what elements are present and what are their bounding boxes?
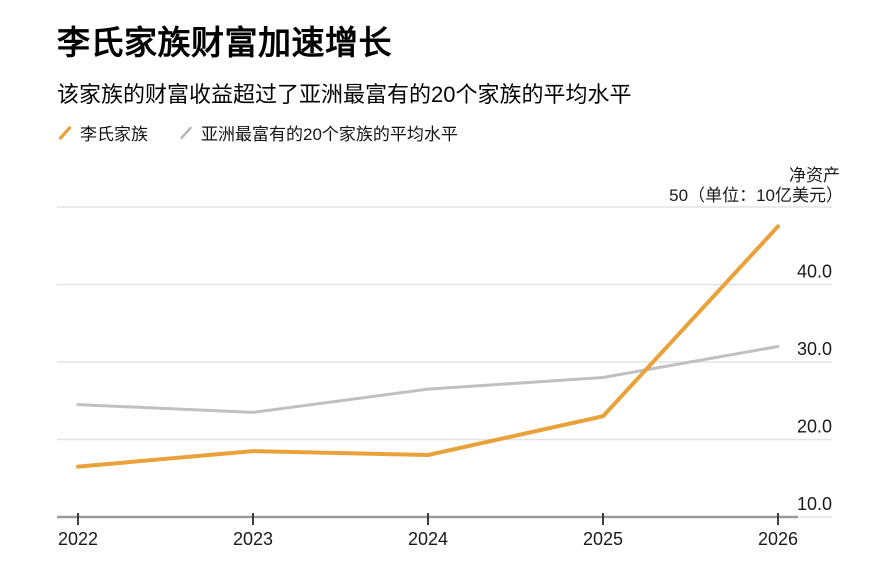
chart-subtitle: 该家族的财富收益超过了亚洲最富有的20个家族的平均水平 [57, 82, 632, 107]
x-tick-label: 2024 [408, 529, 448, 549]
x-tick-label: 2025 [583, 529, 623, 549]
y-tick-label: 10.0 [797, 494, 832, 514]
legend: 李氏家族 亚洲最富有的20个家族的平均水平 [57, 120, 458, 145]
orange-slash-stroke [58, 125, 72, 140]
y-tick-label: 20.0 [797, 417, 832, 437]
y-axis-unit-label: 50（单位：10亿美元） [669, 186, 843, 205]
legend-item-asia-average: 亚洲最富有的20个家族的平均水平 [178, 120, 458, 145]
legend-label-asia-average: 亚洲最富有的20个家族的平均水平 [201, 125, 458, 144]
x-tick-label: 2023 [233, 529, 273, 549]
chart-title: 李氏家族财富加速增长 [57, 24, 392, 61]
li-family-line [76, 224, 780, 469]
orange-slash-icon [58, 125, 72, 140]
legend-label-li-family: 李氏家族 [80, 125, 148, 144]
y-axis-title: 净资产 [789, 166, 840, 185]
gray-slash-icon [180, 126, 192, 139]
y-tick-label: 40.0 [797, 262, 832, 282]
x-tick-label: 2026 [758, 529, 798, 549]
x-tick-label: 2022 [58, 529, 98, 549]
legend-item-li-family: 李氏家族 [57, 120, 148, 145]
asia-average-line [76, 345, 780, 414]
y-tick-label: 30.0 [797, 339, 832, 359]
gray-slash-stroke [180, 126, 192, 139]
